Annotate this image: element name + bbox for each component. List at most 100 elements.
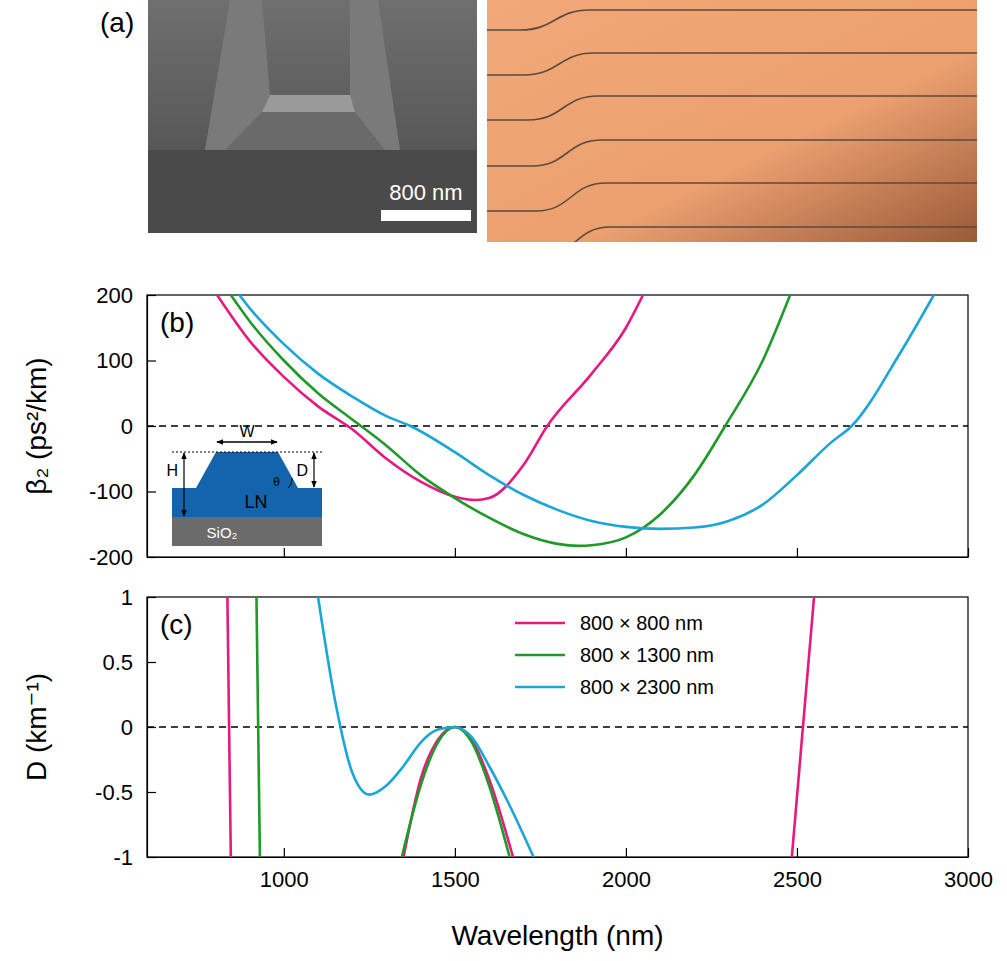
tick-mark <box>626 548 627 557</box>
tick: -100 <box>89 479 156 504</box>
inset-arrow <box>217 441 277 442</box>
tick-mark <box>968 548 969 557</box>
panel-a: (a)800 nm <box>100 0 977 257</box>
waveguide <box>487 227 977 242</box>
tick: -200 <box>89 545 156 570</box>
tick-mark <box>455 848 456 857</box>
waveguide <box>487 10 977 30</box>
tick-label: -100 <box>89 479 133 504</box>
plot-area <box>147 295 968 546</box>
tick-mark <box>147 557 156 558</box>
inset: W H Dθ LN SiO₂ <box>166 423 322 546</box>
tick: 1500 <box>431 848 480 892</box>
series-line <box>256 597 509 857</box>
tick-label: 0.5 <box>102 650 133 675</box>
inset-label: SiO₂ <box>207 524 238 541</box>
tick-label: -0.5 <box>95 780 133 805</box>
tick-label: 1500 <box>431 867 480 892</box>
panel-label: (b) <box>160 307 194 338</box>
legend-swatch <box>515 622 565 625</box>
plot-frame <box>147 597 968 857</box>
tick-label: 0 <box>121 715 133 740</box>
inset-label: W <box>239 423 255 440</box>
x-axis <box>148 548 969 558</box>
tick: 1 <box>121 585 156 610</box>
inset-guide <box>172 452 322 453</box>
legend-label: 800 × 1300 nm <box>580 644 714 666</box>
inset-arrow <box>183 470 184 516</box>
x-axis-title: Wavelength (nm) <box>451 920 663 951</box>
tick: 3000 <box>944 848 993 892</box>
inset-arrow <box>313 470 314 487</box>
inset-arrow <box>217 441 277 442</box>
sem-ridge-top <box>262 95 355 112</box>
waveguide <box>487 96 977 120</box>
tick: -0.5 <box>95 780 156 805</box>
tick-mark <box>968 848 969 857</box>
inset-arrow <box>313 453 314 470</box>
tick-label: 100 <box>96 348 133 373</box>
tick-mark <box>147 360 156 361</box>
inset-label: θ <box>273 475 280 489</box>
tick-label: 2000 <box>602 867 651 892</box>
tick <box>455 548 456 557</box>
tick-label: 2500 <box>773 867 822 892</box>
legend-label: 800 × 800 nm <box>580 612 703 634</box>
inset-label: LN <box>244 492 267 512</box>
tick: 200 <box>96 283 156 308</box>
waveguide <box>487 183 977 211</box>
y-axis: -200 -100 0 100 200 <box>89 283 156 570</box>
tick-label: -200 <box>89 545 133 570</box>
tick-mark <box>147 857 156 858</box>
y-axis-title: β₂ (ps²/km) <box>21 357 52 494</box>
tick: 0.5 <box>102 650 156 675</box>
chart-panel: -200 -100 0 100 200 (b) β₂ (ps²/km) W H Dθ LN SiO₂ <box>21 283 969 570</box>
sem-substrate <box>148 150 477 233</box>
series-line <box>227 597 814 857</box>
waveguides <box>487 10 977 242</box>
figure: (a)800 nm -200 -100 0 100 200 (b) β₂ (ps²/km) W H… <box>0 0 1007 961</box>
tick-mark <box>147 597 156 598</box>
tick: -1 <box>113 845 156 870</box>
series-line <box>239 295 933 529</box>
tick <box>626 548 627 557</box>
inset-label: H <box>166 462 178 479</box>
tick <box>797 548 798 557</box>
tick-mark <box>455 548 456 557</box>
tick-mark <box>147 662 156 663</box>
tick <box>968 548 969 557</box>
tick-mark <box>284 848 285 857</box>
tick: 2000 <box>602 848 651 892</box>
tick-label: -1 <box>113 845 133 870</box>
tick-mark <box>797 848 798 857</box>
inset-angle <box>288 478 292 488</box>
tick-label: 1 <box>121 585 133 610</box>
tick: 1000 <box>260 848 309 892</box>
sem-image <box>148 0 477 233</box>
scale-bar <box>381 210 471 221</box>
x-axis: 1000 1500 2000 2500 3000 <box>148 848 993 892</box>
reference-line <box>147 726 968 727</box>
inset-label: D <box>296 462 308 479</box>
inset-substrate <box>172 517 322 546</box>
inset-slab <box>172 488 322 517</box>
chart-panel: 10001500200025003000-1-0.500.51(c)D (km⁻… <box>21 585 993 951</box>
tick-mark <box>147 295 156 296</box>
sem-ridge <box>205 0 400 150</box>
axis-line <box>148 857 969 858</box>
tick: 100 <box>96 348 156 373</box>
inset-ridge <box>196 452 298 488</box>
waveguide <box>487 140 977 166</box>
inset-arrow <box>183 453 184 470</box>
tick-label: 3000 <box>944 867 993 892</box>
tick-mark <box>284 548 285 557</box>
sem-ridge-face <box>225 112 385 150</box>
tick-label: 0 <box>121 414 133 439</box>
legend: 800 × 800 nm 800 × 1300 nm 800 × 2300 nm <box>515 612 714 698</box>
y-axis-title: D (km⁻¹) <box>21 673 52 781</box>
tick-label: 200 <box>96 283 133 308</box>
tick: 2500 <box>773 848 822 892</box>
y-axis: -1 -0.5 0 0.5 1 <box>95 585 156 870</box>
reference-line <box>147 425 968 426</box>
legend-label: 800 × 2300 nm <box>580 676 714 698</box>
